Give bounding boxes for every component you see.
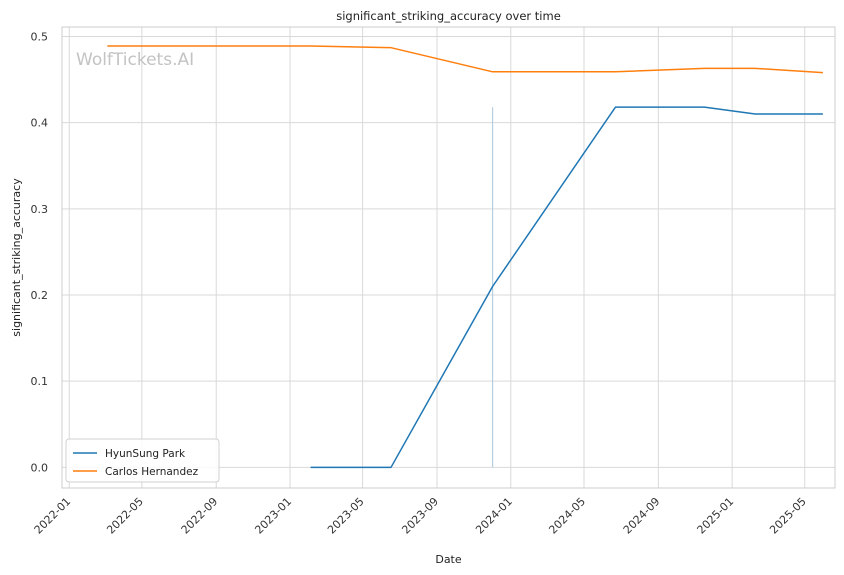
grid-lines — [62, 27, 835, 488]
x-axis-title: Date — [435, 553, 462, 566]
y-axis-title: significant_striking_accuracy — [10, 178, 23, 337]
series-lines — [107, 45, 823, 469]
series-line-carlos-hernandez — [107, 45, 823, 74]
plot-area — [62, 27, 835, 488]
y-axis-ticks: 0.0 0.1 0.2 0.3 0.4 0.5 — [31, 30, 49, 474]
legend-label: Carlos Hernandez — [105, 466, 199, 478]
series-line-hyunsung-park — [310, 106, 823, 469]
y-tick-label: 0.2 — [31, 289, 49, 302]
legend: HyunSung Park Carlos Hernandez — [65, 438, 220, 483]
legend-label: HyunSung Park — [105, 448, 186, 460]
y-tick-label: 0.4 — [31, 117, 49, 130]
legend-box — [65, 438, 220, 483]
y-tick-label: 0.5 — [31, 30, 49, 43]
y-tick-label: 0.1 — [31, 375, 49, 388]
plot-frame — [61, 26, 836, 489]
watermark-text: WolfTickets.AI — [76, 50, 194, 70]
y-tick-label: 0.0 — [31, 461, 49, 474]
chart-title: significant_striking_accuracy over time — [336, 9, 561, 23]
y-tick-label: 0.3 — [31, 203, 49, 216]
